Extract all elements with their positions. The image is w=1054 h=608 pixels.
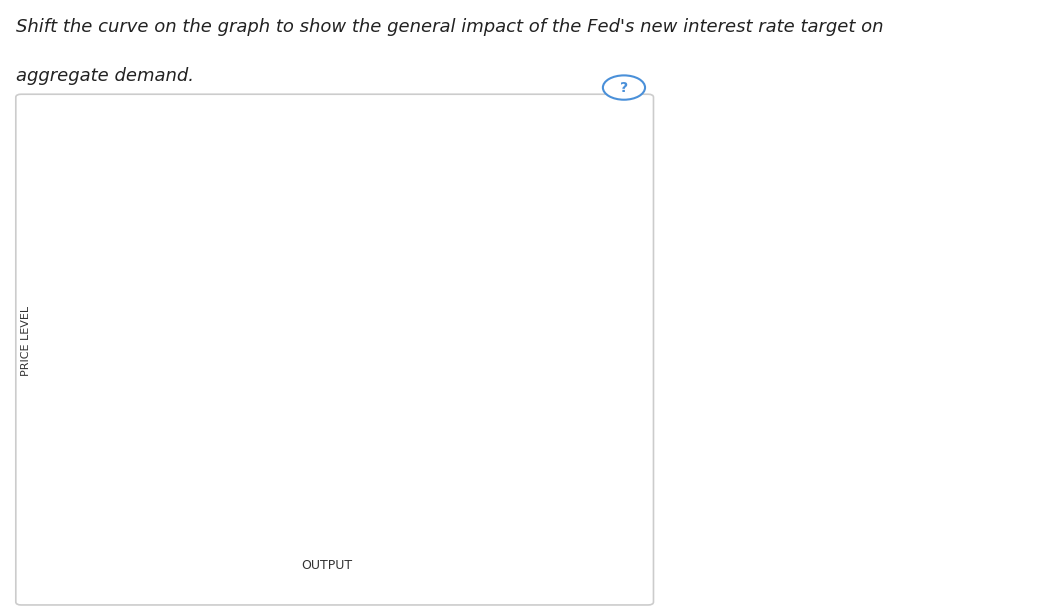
Text: Shift the curve on the graph to show the general impact of the Fed's new interes: Shift the curve on the graph to show the… [16, 18, 883, 36]
Text: PRICE LEVEL: PRICE LEVEL [21, 305, 32, 376]
Text: OUTPUT: OUTPUT [301, 559, 352, 572]
Text: Aggregate Demand: Aggregate Demand [482, 188, 604, 201]
Text: ?: ? [620, 80, 628, 95]
Text: Aggregate Demand: Aggregate Demand [248, 385, 370, 398]
Text: aggregate demand.: aggregate demand. [16, 67, 194, 85]
